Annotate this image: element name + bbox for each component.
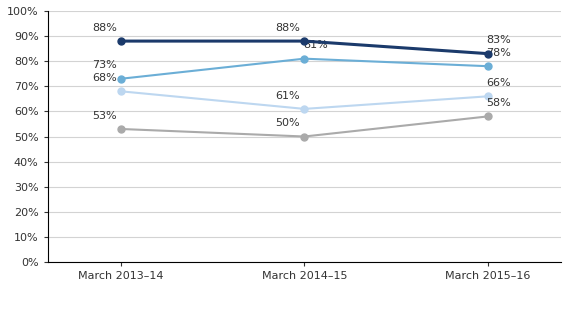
Hospital C: [301, 107, 308, 111]
Line: Hospital A: Hospital A: [118, 38, 491, 57]
Hospital A: [485, 52, 491, 56]
Hospital D: [485, 114, 491, 118]
Text: 50%: 50%: [275, 118, 300, 128]
Hospital D: [301, 134, 308, 138]
Text: 66%: 66%: [487, 78, 511, 88]
Hospital A: [301, 39, 308, 43]
Text: 61%: 61%: [275, 91, 300, 100]
Line: Hospital B: Hospital B: [118, 55, 491, 82]
Text: 53%: 53%: [92, 111, 116, 121]
Hospital A: [118, 39, 124, 43]
Text: 78%: 78%: [486, 48, 511, 58]
Hospital B: [118, 77, 124, 81]
Text: 83%: 83%: [486, 35, 511, 45]
Hospital D: [118, 127, 124, 131]
Text: 58%: 58%: [486, 98, 511, 108]
Hospital C: [485, 94, 491, 98]
Hospital B: [301, 57, 308, 61]
Text: 81%: 81%: [303, 40, 328, 50]
Text: 88%: 88%: [275, 23, 300, 33]
Text: 73%: 73%: [92, 60, 116, 71]
Text: 68%: 68%: [92, 73, 116, 83]
Hospital C: [118, 89, 124, 93]
Line: Hospital D: Hospital D: [118, 113, 491, 140]
Line: Hospital C: Hospital C: [118, 88, 491, 112]
Text: 88%: 88%: [92, 23, 116, 33]
Hospital B: [485, 64, 491, 68]
